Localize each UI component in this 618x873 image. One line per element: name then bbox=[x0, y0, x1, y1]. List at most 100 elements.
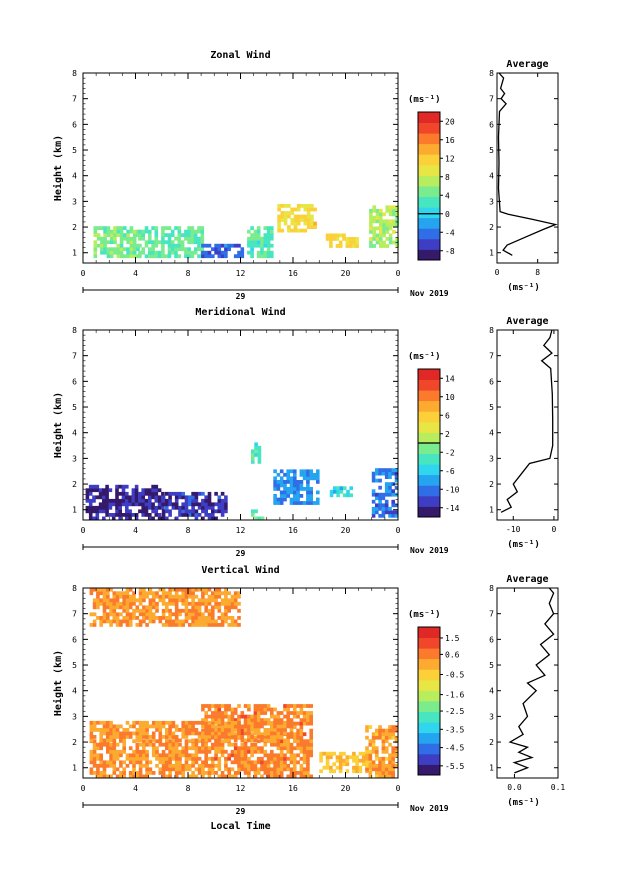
heatmap-cell bbox=[253, 720, 258, 725]
heatmap-cell bbox=[96, 742, 100, 747]
heatmap-cell bbox=[375, 503, 379, 508]
heatmap-cell bbox=[276, 724, 281, 729]
heatmap-cell bbox=[306, 211, 311, 215]
heatmap-cell bbox=[303, 218, 308, 222]
colorbar-label: 8 bbox=[445, 173, 450, 182]
heatmap-cell bbox=[128, 516, 132, 521]
heatmap-cell bbox=[188, 502, 192, 507]
heatmap-cell bbox=[371, 478, 376, 483]
heatmap-cell bbox=[273, 731, 277, 736]
heatmap-cell bbox=[329, 769, 333, 774]
heatmap-cell bbox=[187, 240, 191, 245]
heatmap-cell bbox=[224, 704, 228, 708]
heatmap-cell bbox=[273, 763, 277, 768]
heatmap-cell bbox=[115, 731, 120, 736]
heatmap-cell bbox=[230, 724, 235, 729]
heatmap-cell bbox=[296, 732, 300, 737]
heatmap-cell bbox=[293, 774, 297, 779]
heatmap-cell bbox=[279, 746, 284, 751]
heatmap-cell bbox=[178, 513, 182, 517]
heatmap-cell bbox=[233, 749, 238, 754]
heatmap-cell bbox=[211, 721, 215, 726]
heatmap-cell bbox=[329, 240, 333, 245]
heatmap-cell bbox=[161, 760, 166, 765]
heatmap-cell bbox=[194, 746, 199, 751]
heatmap-cell bbox=[170, 240, 175, 245]
heatmap-cell bbox=[335, 765, 340, 770]
heatmap-cell bbox=[197, 229, 201, 234]
heatmap-cell bbox=[188, 746, 192, 751]
heatmap-cell bbox=[381, 510, 386, 515]
heatmap-cell bbox=[128, 735, 133, 739]
heatmap-cell bbox=[369, 230, 373, 234]
heatmap-cell bbox=[116, 250, 121, 255]
heatmap-cell bbox=[103, 236, 107, 241]
heatmap-cell bbox=[128, 587, 133, 592]
heatmap-cell bbox=[217, 735, 222, 739]
heatmap-cell bbox=[191, 728, 195, 732]
heatmap-cell bbox=[309, 749, 313, 754]
heatmap-cell bbox=[345, 758, 350, 763]
heatmap-cell bbox=[375, 732, 379, 737]
heatmap-cell bbox=[204, 498, 208, 503]
heatmap-cell bbox=[171, 720, 176, 725]
heatmap-cell bbox=[204, 243, 208, 248]
heatmap-cell bbox=[224, 498, 228, 503]
heatmap-cell bbox=[118, 498, 122, 503]
heatmap-cell bbox=[132, 739, 136, 744]
heatmap-cell bbox=[207, 594, 212, 599]
heatmap-cell bbox=[310, 225, 314, 229]
average-y-tick-label: 3 bbox=[489, 454, 494, 463]
heatmap-cell bbox=[191, 502, 195, 507]
heatmap-cell bbox=[251, 456, 255, 461]
heatmap-cell bbox=[92, 746, 97, 751]
heatmap-cell bbox=[260, 704, 264, 708]
colorbar-unit: (ms⁻¹) bbox=[408, 352, 441, 362]
heatmap-cell bbox=[316, 472, 320, 477]
heatmap-cell bbox=[325, 755, 330, 760]
heatmap-cell bbox=[385, 237, 390, 241]
heatmap-cell bbox=[171, 612, 176, 617]
heatmap-cell bbox=[279, 742, 284, 747]
colorbar-swatch bbox=[418, 658, 440, 670]
heatmap-cell bbox=[155, 605, 159, 610]
heatmap-cell bbox=[122, 619, 126, 624]
heatmap-cell bbox=[100, 236, 104, 241]
heatmap-cell bbox=[352, 751, 356, 756]
heatmap-cell bbox=[384, 774, 389, 779]
heatmap-cell bbox=[290, 221, 294, 226]
heatmap-cell bbox=[214, 509, 218, 514]
heatmap-cell bbox=[379, 223, 383, 227]
heatmap-cell bbox=[384, 489, 389, 494]
heatmap-cell bbox=[109, 746, 113, 751]
heatmap-cell bbox=[211, 513, 215, 517]
heatmap-cell bbox=[138, 587, 143, 592]
heatmap-cell bbox=[148, 236, 152, 241]
heatmap-cell bbox=[214, 601, 218, 606]
heatmap-cell bbox=[194, 513, 199, 517]
heatmap-cell bbox=[240, 711, 245, 715]
heatmap-cell bbox=[260, 749, 264, 754]
colorbar-label: -8 bbox=[445, 247, 455, 256]
heatmap-cell bbox=[388, 226, 393, 231]
heatmap-cell bbox=[250, 254, 254, 259]
heatmap-cell bbox=[126, 229, 130, 234]
heatmap-cell bbox=[283, 763, 287, 768]
heatmap-cell bbox=[174, 254, 178, 259]
colorbar-swatch bbox=[418, 648, 440, 660]
heatmap-cell bbox=[188, 601, 192, 606]
heatmap-cell bbox=[115, 502, 119, 507]
heatmap-cell bbox=[126, 233, 130, 237]
heatmap-cell bbox=[105, 498, 109, 503]
heatmap-cell bbox=[230, 623, 235, 627]
heatmap-cell bbox=[138, 756, 143, 761]
heatmap-cell bbox=[188, 763, 192, 768]
heatmap-cell bbox=[164, 226, 168, 230]
heatmap-cell bbox=[204, 728, 208, 732]
heatmap-cell bbox=[220, 725, 225, 729]
heatmap-cell bbox=[302, 721, 307, 726]
heatmap-cell bbox=[168, 619, 172, 624]
heatmap-cell bbox=[254, 453, 258, 457]
heatmap-cell bbox=[214, 594, 218, 599]
